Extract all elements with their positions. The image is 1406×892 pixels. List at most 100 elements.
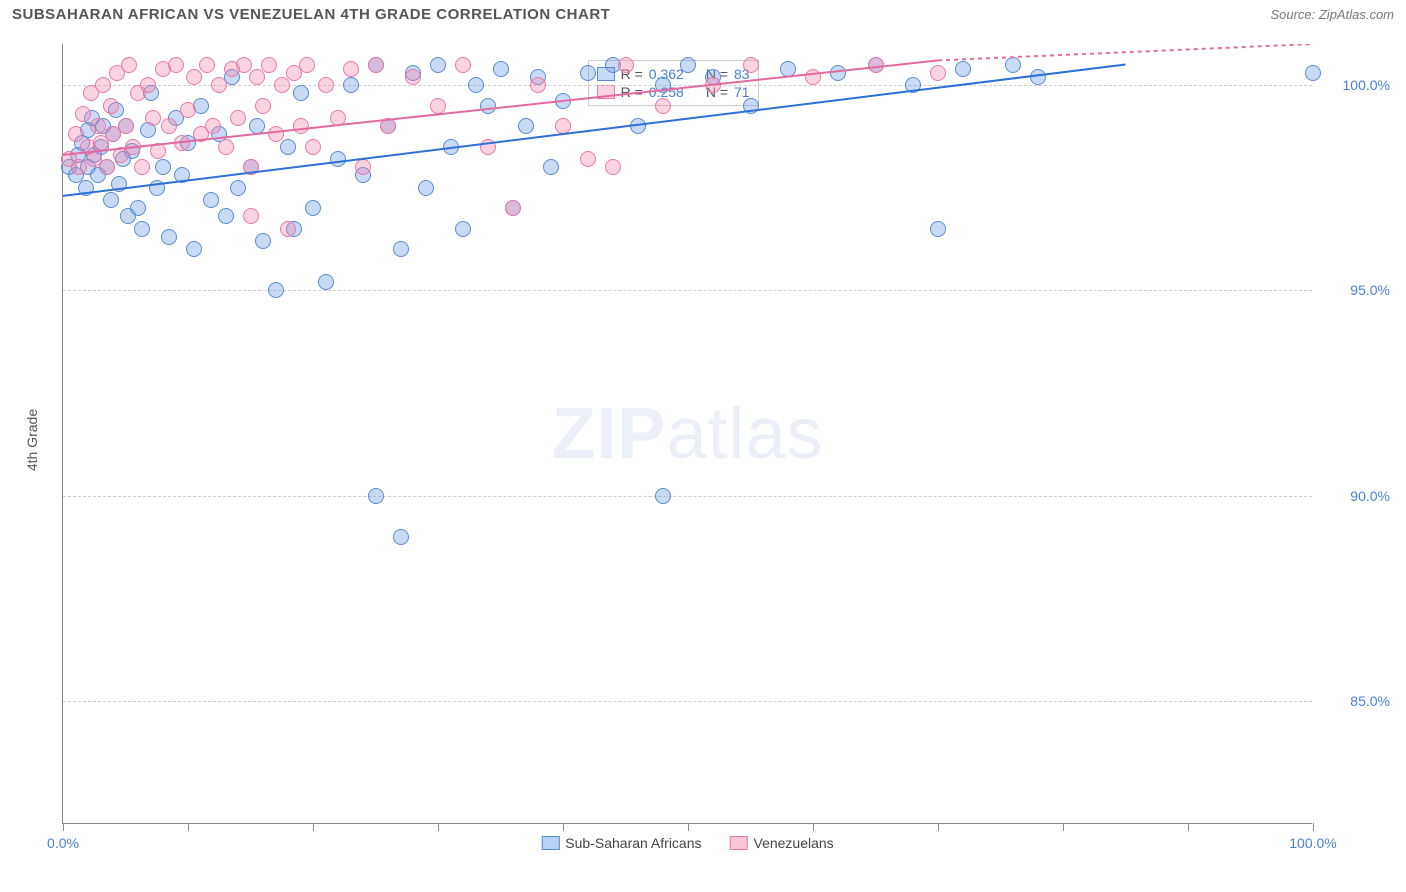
scatter-point-b: [134, 159, 150, 175]
scatter-point-a: [1030, 69, 1046, 85]
x-tick: [563, 823, 564, 831]
scatter-point-b: [103, 98, 119, 114]
scatter-point-a: [780, 61, 796, 77]
scatter-point-b: [343, 61, 359, 77]
x-tick: [438, 823, 439, 831]
x-tick: [1063, 823, 1064, 831]
scatter-point-b: [90, 118, 106, 134]
scatter-point-a: [249, 118, 265, 134]
scatter-point-a: [255, 233, 271, 249]
scatter-point-b: [243, 208, 259, 224]
scatter-point-b: [305, 139, 321, 155]
x-tick: [313, 823, 314, 831]
scatter-point-a: [318, 274, 334, 290]
scatter-point-b: [71, 159, 87, 175]
scatter-point-a: [905, 77, 921, 93]
scatter-point-b: [368, 57, 384, 73]
watermark-atlas: atlas: [666, 394, 823, 474]
x-tick: [938, 823, 939, 831]
legend-item: Sub-Saharan Africans: [541, 835, 701, 851]
scatter-point-a: [455, 221, 471, 237]
scatter-point-b: [868, 57, 884, 73]
scatter-point-b: [605, 159, 621, 175]
scatter-point-a: [174, 167, 190, 183]
scatter-point-a: [830, 65, 846, 81]
scatter-point-b: [355, 159, 371, 175]
scatter-point-a: [134, 221, 150, 237]
scatter-point-a: [418, 180, 434, 196]
scatter-point-b: [174, 135, 190, 151]
scatter-point-a: [630, 118, 646, 134]
scatter-point-b: [293, 118, 309, 134]
scatter-point-a: [268, 282, 284, 298]
scatter-point-b: [121, 57, 137, 73]
scatter-point-b: [530, 77, 546, 93]
scatter-point-b: [168, 57, 184, 73]
scatter-point-b: [743, 57, 759, 73]
x-tick: [63, 823, 64, 831]
legend-label: Venezuelans: [754, 835, 834, 851]
scatter-point-a: [203, 192, 219, 208]
watermark: ZIPatlas: [551, 393, 823, 475]
scatter-point-a: [468, 77, 484, 93]
scatter-point-b: [180, 102, 196, 118]
y-tick-label: 90.0%: [1320, 488, 1390, 504]
legend-swatch: [541, 836, 559, 850]
scatter-point-b: [118, 118, 134, 134]
scatter-point-a: [743, 98, 759, 114]
gridline-h: [63, 701, 1312, 702]
scatter-point-a: [543, 159, 559, 175]
scatter-point-b: [99, 159, 115, 175]
scatter-point-a: [1305, 65, 1321, 81]
scatter-point-a: [330, 151, 346, 167]
scatter-point-b: [655, 98, 671, 114]
scatter-point-a: [393, 529, 409, 545]
x-tick: [1313, 823, 1314, 831]
scatter-point-b: [455, 57, 471, 73]
scatter-point-b: [230, 110, 246, 126]
scatter-point-a: [493, 61, 509, 77]
scatter-point-b: [205, 118, 221, 134]
swatch-b: [597, 85, 615, 99]
scatter-point-a: [111, 176, 127, 192]
scatter-point-a: [580, 65, 596, 81]
legend-swatch: [730, 836, 748, 850]
gridline-h: [63, 290, 1312, 291]
x-tick: [188, 823, 189, 831]
gridline-h: [63, 496, 1312, 497]
scatter-point-b: [268, 126, 284, 142]
x-tick-label: 0.0%: [47, 835, 79, 851]
scatter-point-b: [805, 69, 821, 85]
scatter-point-b: [243, 159, 259, 175]
scatter-point-b: [705, 77, 721, 93]
scatter-point-b: [555, 118, 571, 134]
scatter-point-b: [249, 69, 265, 85]
series-legend: Sub-Saharan Africans Venezuelans: [541, 835, 833, 851]
scatter-point-b: [274, 77, 290, 93]
scatter-point-a: [393, 241, 409, 257]
scatter-point-a: [78, 180, 94, 196]
scatter-point-a: [149, 180, 165, 196]
legend-label: Sub-Saharan Africans: [565, 835, 701, 851]
scatter-point-b: [618, 57, 634, 73]
scatter-point-a: [555, 93, 571, 109]
y-tick-label: 95.0%: [1320, 282, 1390, 298]
chart-title: SUBSAHARAN AFRICAN VS VENEZUELAN 4TH GRA…: [12, 6, 610, 23]
scatter-point-a: [655, 488, 671, 504]
scatter-point-b: [218, 139, 234, 155]
scatter-point-a: [230, 180, 246, 196]
y-tick-label: 100.0%: [1320, 77, 1390, 93]
scatter-point-b: [140, 77, 156, 93]
scatter-point-b: [280, 221, 296, 237]
scatter-point-a: [103, 192, 119, 208]
scatter-point-b: [199, 57, 215, 73]
x-tick: [688, 823, 689, 831]
scatter-point-a: [161, 229, 177, 245]
scatter-point-a: [655, 77, 671, 93]
gridline-h: [63, 85, 1312, 86]
scatter-point-a: [443, 139, 459, 155]
scatter-point-a: [680, 57, 696, 73]
scatter-point-a: [1005, 57, 1021, 73]
x-tick: [813, 823, 814, 831]
y-tick-label: 85.0%: [1320, 693, 1390, 709]
